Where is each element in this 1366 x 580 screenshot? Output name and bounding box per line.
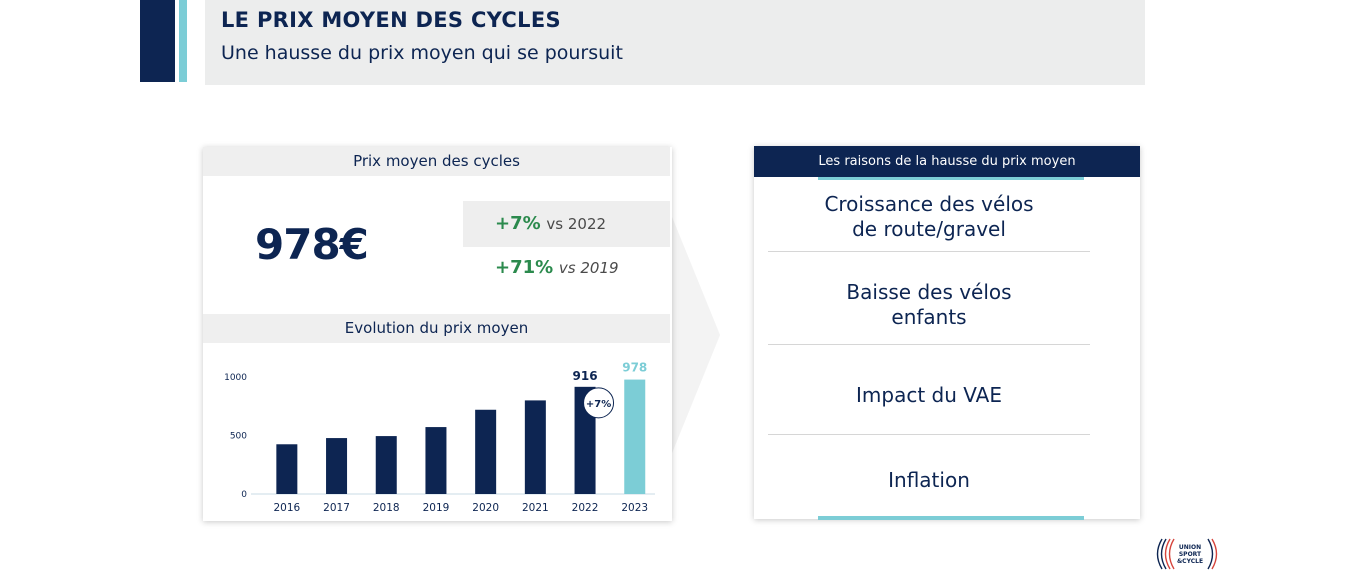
stat-vs-2019: +71% vs 2019 (495, 257, 619, 278)
price-bar-chart: 0 500 1000 2016 2017 2018 2019 2020 2021 2022 916 2… (224, 361, 655, 514)
y-tick-label: 500 (230, 432, 247, 442)
y-tick-label: 1000 (224, 373, 247, 383)
reason-line: enfants (891, 305, 967, 329)
bar-2020 (475, 409, 497, 494)
reason-line: Baisse des vélos (846, 280, 1012, 304)
x-tick-label: 2020 (472, 502, 499, 514)
price-card: Prix moyen des cycles 978€ +7% vs 2022 +… (203, 147, 672, 521)
growth-badge-label: +7% (586, 399, 611, 410)
reasons-accent-bottom (818, 516, 1084, 520)
x-tick-label: 2017 (323, 502, 350, 514)
x-tick-label: 2019 (423, 502, 450, 514)
bar-2021 (524, 400, 546, 494)
reasons-accent-top (818, 177, 1084, 180)
bar-2016 (276, 444, 298, 494)
stat-note: vs 2019 (558, 259, 619, 277)
separator (768, 344, 1090, 345)
x-tick-label: 2016 (273, 502, 300, 514)
logo-text-union: UNION (1179, 544, 1201, 551)
reason-kids-bikes: Baisse des vélos enfants (768, 280, 1090, 330)
page-title: LE PRIX MOYEN DES CYCLES (221, 8, 561, 32)
separator (768, 251, 1090, 252)
bar-2019 (425, 427, 447, 494)
x-tick-label: 2018 (373, 502, 400, 514)
logo-text-cycle: &CYCLE (1177, 558, 1203, 565)
reason-line: Inflation (888, 468, 970, 492)
stat-highlight-box (463, 201, 670, 247)
reason-inflation: Inflation (768, 468, 1090, 493)
reasons-card: Les raisons de la hausse du prix moyen C… (754, 146, 1140, 520)
reason-line: Impact du VAE (856, 383, 1002, 407)
bar-2018 (375, 436, 397, 494)
stat-value: +7% (495, 213, 541, 234)
growth-badge (583, 387, 615, 419)
union-sport-cycle-logo: UNION SPORT &CYCLE (1156, 538, 1218, 570)
separator (768, 434, 1090, 435)
logo-text-sport: SPORT (1179, 551, 1202, 558)
bar-2023 (624, 379, 646, 494)
header-accent-light (179, 0, 187, 82)
header-band: LE PRIX MOYEN DES CYCLES Une hausse du p… (205, 0, 1145, 85)
bar-2017 (326, 438, 348, 494)
x-tick-label: 2023 (621, 502, 648, 514)
chart-title: Evolution du prix moyen (203, 314, 670, 343)
x-tick-label: 2022 (572, 502, 599, 514)
stat-value: +71% (495, 257, 554, 278)
reason-road-gravel: Croissance des vélos de route/gravel (768, 192, 1090, 242)
page-subtitle: Une hausse du prix moyen qui se poursuit (221, 42, 623, 64)
stat-note: vs 2022 (546, 215, 607, 233)
x-tick-label: 2021 (522, 502, 549, 514)
y-tick-label: 0 (241, 490, 247, 500)
reason-line: Croissance des vélos (824, 192, 1034, 216)
data-label-2023: 978 (622, 361, 647, 375)
price-card-title: Prix moyen des cycles (203, 147, 670, 176)
average-price: 978€ (255, 220, 369, 269)
reasons-card-title: Les raisons de la hausse du prix moyen (754, 146, 1140, 177)
header-accent-dark (140, 0, 175, 82)
stat-vs-2022: +7% vs 2022 (495, 213, 606, 234)
data-label-2022: 916 (573, 369, 598, 383)
reason-vae: Impact du VAE (768, 383, 1090, 408)
reason-line: de route/gravel (852, 217, 1006, 241)
